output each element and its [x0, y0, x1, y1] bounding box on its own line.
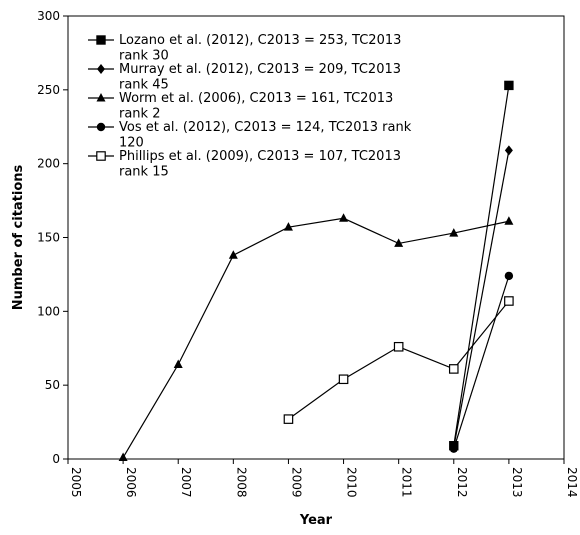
legend-label: rank 15	[119, 165, 169, 180]
legend-entry-1: Lozano et al. (2012), C2013 = 253, TC201…	[88, 33, 401, 64]
y-tick-label: 50	[45, 378, 60, 392]
data-point	[394, 238, 404, 247]
legend-label: Worm et al. (2006), C2013 = 161, TC2013	[119, 91, 393, 106]
legend-label: Lozano et al. (2012), C2013 = 253, TC201…	[119, 33, 401, 48]
y-axis: 0 50 100 150 200 250 300	[37, 9, 68, 466]
x-tick-label: 2011	[400, 467, 414, 498]
data-point	[393, 341, 404, 352]
x-tick-label: 2013	[510, 467, 524, 498]
x-tick-label: 2006	[124, 467, 138, 498]
legend-marker	[97, 64, 105, 74]
data-point	[283, 222, 293, 231]
data-point	[339, 213, 349, 222]
legend-label: Murray et al. (2012), C2013 = 209, TC201…	[119, 62, 401, 77]
y-tick-label: 150	[37, 231, 60, 245]
x-tick-label: 2010	[345, 467, 359, 498]
series-line	[453, 275, 510, 449]
data-point	[283, 414, 294, 424]
legend-entry-3: Worm et al. (2006), C2013 = 161, TC2013r…	[88, 91, 393, 122]
legend: Lozano et al. (2012), C2013 = 253, TC201…	[88, 33, 412, 180]
y-tick-label: 200	[37, 157, 60, 171]
data-point	[118, 452, 128, 462]
legend-label: rank 45	[119, 78, 169, 93]
y-tick-label: 250	[37, 83, 60, 97]
y-tick-label: 100	[37, 304, 60, 318]
data-point	[504, 271, 514, 281]
data-point	[173, 359, 183, 368]
series-3	[118, 213, 514, 462]
data-point	[338, 374, 349, 385]
legend-label: rank 2	[119, 107, 160, 122]
x-tick-label: 2007	[179, 467, 193, 498]
data-point	[449, 228, 459, 237]
legend-marker	[96, 93, 106, 102]
legend-label: Vos et al. (2012), C2013 = 124, TC2013 r…	[119, 120, 412, 135]
data-point	[504, 145, 513, 156]
series-line	[288, 300, 510, 420]
legend-label: 120	[119, 136, 144, 151]
x-tick-label: 2012	[455, 467, 469, 498]
legend-label: rank 30	[119, 49, 169, 64]
data-point	[449, 444, 458, 453]
x-tick-label: 2005	[69, 467, 83, 498]
x-tick-label: 2009	[289, 467, 303, 498]
series-4	[449, 271, 514, 453]
x-tick-label: 2008	[234, 467, 248, 498]
data-point	[504, 216, 514, 225]
data-point	[228, 250, 238, 259]
y-axis-title: Number of citations	[11, 164, 26, 310]
legend-marker	[96, 35, 106, 45]
legend-entry-5: Phillips et al. (2009), C2013 = 107, TC2…	[88, 149, 401, 180]
y-tick-label: 0	[52, 452, 60, 466]
x-tick-label: 2014	[565, 467, 579, 498]
legend-entry-2: Murray et al. (2012), C2013 = 209, TC201…	[88, 62, 401, 93]
series-line	[453, 85, 510, 446]
series-layer	[118, 80, 514, 462]
series-line	[453, 150, 510, 448]
legend-label: Phillips et al. (2009), C2013 = 107, TC2…	[119, 149, 401, 164]
legend-marker	[96, 122, 106, 132]
series-line	[122, 217, 510, 458]
x-axis-title: Year	[299, 513, 333, 528]
data-point	[504, 296, 514, 306]
data-point	[448, 364, 459, 374]
legend-marker	[96, 151, 106, 161]
x-axis: 2005 2006 2007 2008 2009 2010 2011 2012 2013 2014	[67, 459, 579, 498]
data-point	[504, 80, 514, 91]
y-tick-label: 300	[37, 9, 60, 23]
legend-entry-4: Vos et al. (2012), C2013 = 124, TC2013 r…	[88, 120, 412, 151]
series-1	[449, 80, 514, 451]
series-5	[283, 296, 514, 424]
